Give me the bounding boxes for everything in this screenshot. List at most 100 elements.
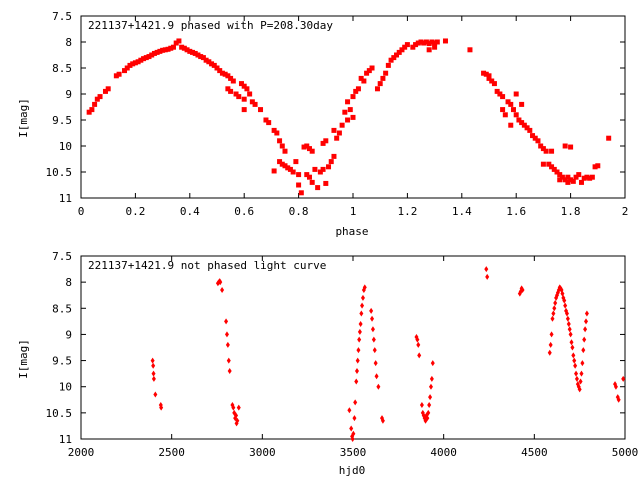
phased-data-point <box>388 57 394 63</box>
unphased-data-point <box>417 352 422 359</box>
phased-data-point <box>195 52 201 58</box>
phased-data-point <box>467 47 473 53</box>
phased-data-point <box>502 112 508 118</box>
unphased-plot-frame <box>80 255 626 440</box>
phased-data-point <box>331 153 337 159</box>
phased-data-point <box>483 71 489 77</box>
phased-data-point <box>519 120 525 126</box>
unphased-data-point <box>351 430 356 437</box>
phased-x-tick-label: 0.4 <box>180 205 200 218</box>
phased-data-point <box>350 94 356 100</box>
unphased-data-point <box>428 394 433 401</box>
phased-data-point <box>562 177 568 183</box>
phased-data-point <box>399 47 405 53</box>
phased-data-point <box>532 135 538 141</box>
phased-data-point <box>143 55 149 61</box>
unphased-data-point <box>354 378 359 385</box>
phased-data-point <box>309 148 315 154</box>
unphased-data-point <box>551 310 556 317</box>
phased-data-point <box>589 174 595 180</box>
phased-data-point <box>587 175 593 181</box>
unphased-data-point <box>552 305 557 312</box>
phased-data-point <box>263 117 269 123</box>
phased-data-point <box>315 185 321 191</box>
unphased-data-point <box>159 404 164 411</box>
unphased-data-point <box>359 310 364 317</box>
unphased-data-point <box>425 415 430 422</box>
phased-y-tick-label: 9.5 <box>52 114 72 127</box>
unphased-y-tick-label: 9.5 <box>52 355 72 368</box>
phased-data-point <box>347 107 353 113</box>
phased-data-point <box>404 42 410 48</box>
phased-data-point <box>500 94 506 100</box>
phased-data-point <box>396 49 402 55</box>
unphased-data-point <box>426 409 431 416</box>
unphased-x-tick-label: 4500 <box>521 446 548 459</box>
unphased-x-tick-label: 5000 <box>612 446 639 459</box>
unphased-data-point <box>370 315 375 322</box>
phased-data-point <box>279 161 285 167</box>
phased-data-point <box>540 161 546 167</box>
phased-data-point <box>429 39 435 45</box>
phased-data-point <box>138 57 144 63</box>
unphased-data-point <box>570 344 575 351</box>
phased-data-point <box>415 40 421 46</box>
phased-data-point <box>374 86 380 92</box>
unphased-data-point <box>574 370 579 377</box>
phased-data-point <box>581 175 587 181</box>
phased-data-point <box>249 99 255 105</box>
unphased-data-point <box>549 331 554 338</box>
phased-data-point <box>266 120 272 126</box>
unphased-data-point <box>584 310 589 317</box>
phased-data-point <box>549 164 555 170</box>
phased-data-point <box>508 101 514 107</box>
phased-data-point <box>124 65 130 71</box>
phased-data-point <box>434 39 440 45</box>
phased-data-point <box>519 101 525 107</box>
unphased-x-tick-label: 3500 <box>340 446 367 459</box>
phased-data-point <box>570 178 576 184</box>
phased-data-point <box>426 41 432 47</box>
phased-data-point <box>238 81 244 87</box>
phased-data-point <box>179 44 185 50</box>
unphased-data-point <box>568 331 573 338</box>
unphased-x-tick-label: 2500 <box>158 446 185 459</box>
phased-data-point <box>394 52 400 58</box>
unphased-data-point <box>520 286 525 293</box>
phased-y-tick-label: 11 <box>59 192 72 205</box>
phased-data-point <box>274 130 280 136</box>
phased-data-point <box>228 88 234 94</box>
unphased-data-point <box>613 383 618 390</box>
unphased-data-point <box>352 415 357 422</box>
unphased-data-point <box>220 286 225 293</box>
phased-data-point <box>252 101 258 107</box>
unphased-data-point <box>416 341 421 348</box>
phased-y-tick-label: 8 <box>65 36 72 49</box>
phased-data-point <box>508 122 514 128</box>
phased-data-point <box>578 179 584 185</box>
unphased-data-point <box>581 347 586 354</box>
phased-data-point <box>304 143 310 149</box>
phased-y-tick-label: 7.5 <box>52 10 72 23</box>
phased-data-point <box>350 114 356 120</box>
unphased-data-point <box>563 302 568 309</box>
phased-data-point <box>320 140 326 146</box>
phased-data-point <box>162 47 168 53</box>
phased-data-point <box>323 138 329 144</box>
phased-data-point <box>296 182 302 188</box>
phased-data-point <box>421 40 427 46</box>
unphased-data-point <box>224 318 229 325</box>
phased-data-point <box>355 86 361 92</box>
phased-data-point <box>320 166 326 172</box>
unphased-data-point <box>584 318 589 325</box>
unphased-data-point <box>227 368 232 375</box>
phased-data-point <box>105 86 111 92</box>
unphased-data-point <box>360 302 365 309</box>
unphased-chart-panel: 221137+1421.9 not phased light curve hjd… <box>17 250 638 477</box>
phased-data-point <box>543 148 549 154</box>
phased-data-point <box>527 127 533 133</box>
unphased-data-point <box>347 407 352 414</box>
unphased-data-point <box>358 320 363 327</box>
phased-data-point <box>538 143 544 149</box>
phased-data-point <box>282 148 288 154</box>
